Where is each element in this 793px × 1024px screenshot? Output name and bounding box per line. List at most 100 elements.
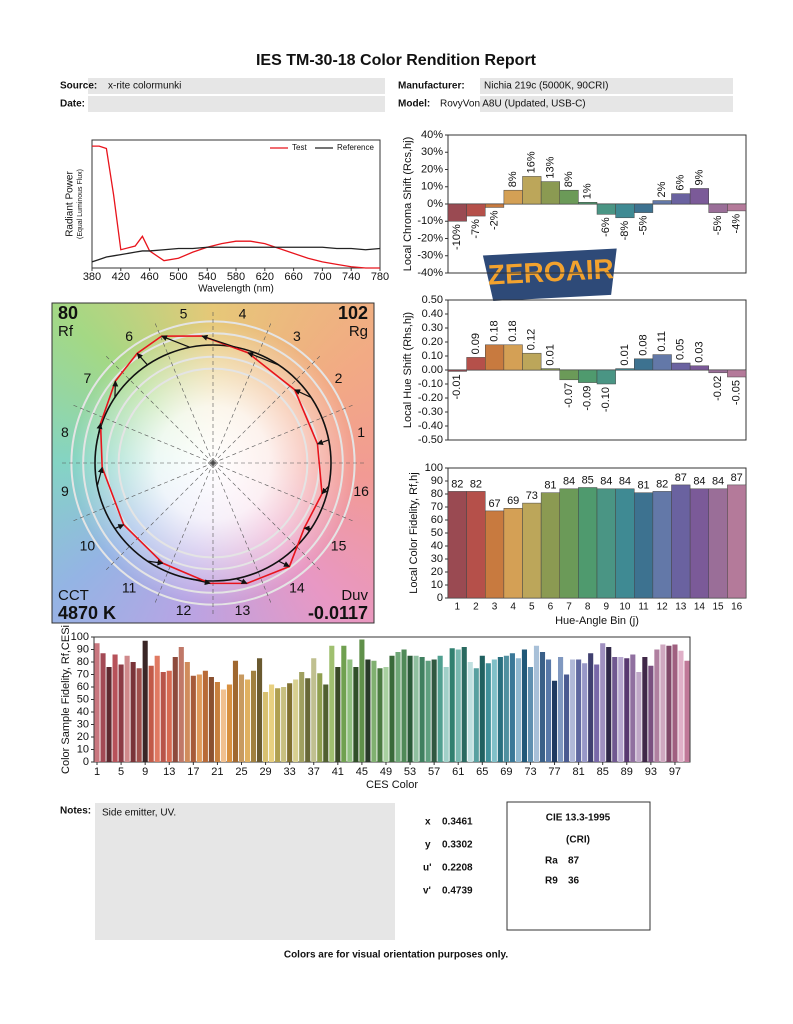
x-tick-label: 9 [142,766,148,778]
bar [615,368,635,371]
bar [466,203,486,217]
value-label: -0.07 [563,383,575,408]
x-tick-label: 15 [713,602,725,613]
bar [578,369,598,383]
shift-arrow [112,380,119,398]
value-label: 87 [731,472,743,484]
bar [407,655,413,762]
x-tick-label: 21 [211,766,223,778]
bar [515,658,521,762]
chroma-value: 0.3461 [442,817,473,828]
bin-edge [212,354,322,464]
bin-label: 14 [289,579,305,595]
y-tick-label: 20 [77,731,89,743]
chroma-label: x [425,817,431,828]
x-tick-label: 77 [548,766,560,778]
bin-edge [71,462,214,522]
bin-label: 2 [335,370,343,386]
bin-label: 11 [122,579,137,595]
value-label: 16% [526,151,538,173]
y-tick-label: 60 [431,514,443,526]
x-tick-label: 41 [332,766,344,778]
rg-label: Rg [349,323,368,340]
shift-arrow [136,352,148,366]
y-tick-label: -10% [417,215,443,227]
y-tick-label: 40% [421,129,443,141]
bar [582,663,588,762]
bar [269,684,275,762]
y-tick-label: 0.10 [422,350,443,362]
bar [615,203,635,219]
chroma-label: y [425,840,431,851]
bar [727,369,747,378]
bar [447,491,467,599]
value-label: -0.05 [731,380,743,405]
bar [466,491,486,599]
bar [413,655,419,762]
bin-edge [212,462,272,605]
value-label: -0.10 [600,387,612,412]
bar [570,659,576,762]
bar [551,680,558,762]
bar [671,362,691,371]
value-label: -10% [451,224,463,250]
bar [727,203,747,212]
x-tick-label: 620 [256,271,274,283]
x-axis-label: Hue-Angle Bin (j) [555,615,639,627]
bar [615,488,635,599]
value-label: 8% [507,171,519,187]
x-tick-label: 420 [112,271,130,283]
bar [341,645,347,762]
value-label: 84 [693,476,705,488]
notes-label: Notes: [60,806,91,817]
value-label: -8% [619,221,631,241]
legend-label: Test [292,143,307,152]
value-label: 2% [656,181,668,197]
bar [689,488,709,599]
y-tick-label: -0.40 [418,420,443,432]
x-tick-label: 5 [118,766,124,778]
bar [443,667,449,762]
field-box [480,96,733,112]
value-label: 67 [488,498,500,510]
y-tick-label: 100 [425,462,443,474]
bar [642,657,648,762]
value-label: 6% [675,175,687,191]
bar [461,647,467,762]
y-tick-label: 50 [431,527,443,539]
y-tick-label: -0.10 [418,378,443,390]
x-tick-label: 13 [675,602,687,613]
x-tick-label: 10 [619,602,631,613]
bin-label: 5 [180,306,188,322]
y-tick-label: 70 [431,501,443,513]
x-tick-label: 57 [428,766,440,778]
bin-edge [212,462,355,522]
bar [359,639,365,762]
shift-arrow [147,559,164,566]
bar [634,203,654,213]
bar [184,662,190,762]
y-tick-label: 0% [427,198,443,210]
bar [578,487,598,599]
bar [689,365,709,371]
x-tick-label: 4 [510,602,516,613]
series-line [91,246,381,263]
bar [648,665,654,762]
bin-label: 1 [357,424,365,440]
y-tick-label: 60 [77,681,89,693]
value-label: 0.09 [470,333,482,354]
bar [689,188,709,205]
bar [545,659,552,762]
cri-title: CIE 13.3-1995 [546,813,611,824]
value-label: 84 [600,476,612,488]
rg-value: 102 [338,303,368,323]
bar [389,655,395,762]
bar [491,659,497,762]
bar [485,344,505,371]
value-label: 84 [712,476,724,488]
x-tick-label: 65 [476,766,488,778]
value-label: 0.03 [693,341,705,362]
x-tick-label: 6 [548,602,554,613]
bin-label: 16 [353,483,369,499]
